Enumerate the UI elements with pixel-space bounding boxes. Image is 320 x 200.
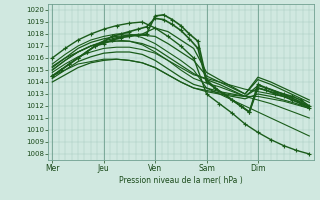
X-axis label: Pression niveau de la mer( hPa ): Pression niveau de la mer( hPa )	[119, 176, 243, 185]
